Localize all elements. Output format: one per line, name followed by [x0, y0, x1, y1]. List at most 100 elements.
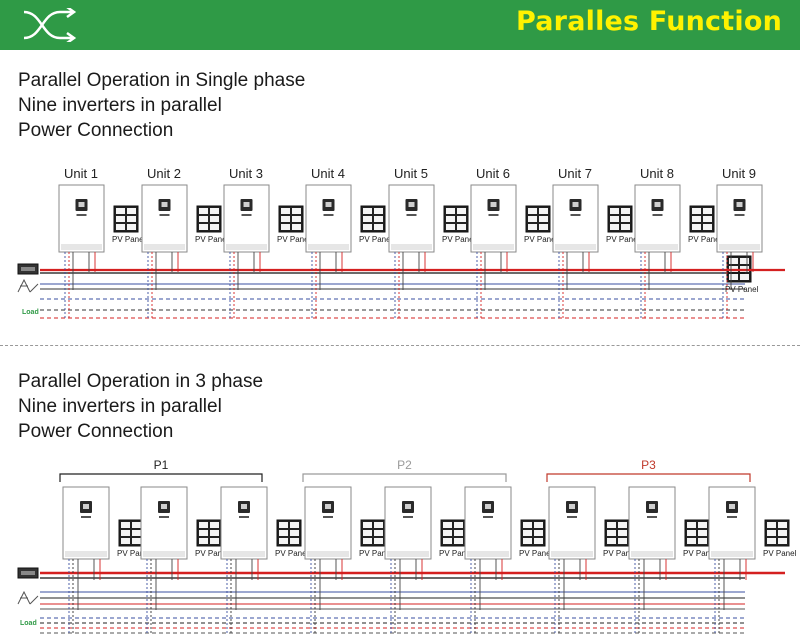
inverter-base — [143, 551, 185, 557]
pv-panel-icon — [520, 519, 546, 547]
inverter-base — [711, 551, 753, 557]
pv-panel-cell — [446, 208, 455, 214]
inverter-unit — [62, 486, 110, 560]
pv-panel-label: PV Panel — [112, 235, 146, 244]
inverter-body — [716, 184, 763, 253]
pv-panel-icon — [113, 205, 139, 233]
inverter-unit — [388, 184, 435, 253]
pv-panel-cell — [290, 522, 299, 528]
pv-panel-cell — [132, 530, 141, 536]
pv-panel-label: PV Panel — [275, 549, 309, 558]
pv-panel-cell — [292, 216, 301, 222]
pv-panel-cell — [279, 530, 288, 536]
pv-panel-cell — [618, 522, 627, 528]
pv-panel-cell — [523, 538, 532, 544]
inverter-buttons — [159, 516, 169, 518]
unit-label: Unit 9 — [722, 166, 756, 181]
pv-panel-cell — [692, 224, 701, 230]
phase-group-bracket — [59, 473, 263, 482]
inverter-unit — [223, 184, 270, 253]
inverter-base — [61, 244, 102, 250]
inverter-body — [470, 184, 517, 253]
pv-panel-cell — [607, 538, 616, 544]
pv-panel-icon — [118, 519, 144, 547]
pv-panel-cell — [523, 530, 532, 536]
pv-panel-cell — [374, 208, 383, 214]
pv-panel-cell — [116, 208, 125, 214]
phase-group-label: P2 — [397, 458, 412, 472]
inverter-unit — [552, 184, 599, 253]
inverter-buttons — [403, 516, 413, 518]
pv-panel-cell — [363, 538, 372, 544]
inverter-buttons — [323, 214, 334, 216]
inverter-unit — [304, 486, 352, 560]
inverter-body — [220, 486, 268, 560]
inverter-screen — [729, 504, 735, 509]
inverter-screen — [572, 202, 579, 207]
inverter-base — [223, 551, 265, 557]
single-phase-wiring-diagram: Unit 1 PV Panel Unit 2 PV Panel Unit 3 PV Pan… — [17, 166, 785, 320]
unit-label: Unit 3 — [229, 166, 263, 181]
pv-panel-label: PV Panel — [359, 549, 393, 558]
pv-panel-cell — [618, 538, 627, 544]
pv-panel-icon — [276, 519, 302, 547]
pv-panel-cell — [363, 224, 372, 230]
pv-panel-cell — [607, 522, 616, 528]
unit-label: Unit 2 — [147, 166, 181, 181]
pv-panel-cell — [446, 224, 455, 230]
inverter-buttons — [483, 516, 493, 518]
inverter-base — [473, 244, 514, 250]
pv-panel-cell — [363, 216, 372, 222]
pv-panel-cell — [610, 216, 619, 222]
pv-panel-label: PV Panel — [606, 235, 640, 244]
pv-panel-label: PV Panel — [688, 235, 722, 244]
pv-panel-cell — [698, 538, 707, 544]
inverter-screen — [83, 504, 89, 509]
inverter-unit — [141, 184, 188, 253]
pv-panel-label: PV Panel — [277, 235, 311, 244]
pv-panel-icon — [360, 519, 386, 547]
inverter-buttons — [159, 214, 170, 216]
pv-panel-cell — [607, 530, 616, 536]
inverter-unit — [634, 184, 681, 253]
pv-panel-cell — [279, 538, 288, 544]
inverter-body — [62, 486, 110, 560]
pv-panel-cell — [121, 530, 130, 536]
pv-panel-cell — [363, 530, 372, 536]
inverter-unit — [140, 486, 188, 560]
inverter-screen — [241, 504, 247, 509]
pv-panel-cell — [692, 216, 701, 222]
inverter-body — [708, 486, 756, 560]
pv-panel-cell — [523, 522, 532, 528]
inverter-buttons — [652, 214, 663, 216]
pv-panel-cell — [729, 258, 738, 264]
pv-panel-cell — [618, 530, 627, 536]
pv-panel-icon — [689, 205, 715, 233]
inverter-base — [631, 551, 673, 557]
inverter-body — [384, 486, 432, 560]
pv-panel-cell — [687, 530, 696, 536]
inverter-buttons — [567, 516, 577, 518]
pv-panel-cell — [210, 522, 219, 528]
pv-panel-cell — [454, 522, 463, 528]
inverter-body — [548, 486, 596, 560]
inverter-unit — [58, 184, 105, 253]
inverter-unit — [220, 486, 268, 560]
pv-panel-cell — [374, 538, 383, 544]
pv-panel-cell — [778, 538, 787, 544]
three-phase-subtitle: Nine inverters in parallel — [18, 396, 222, 417]
pv-panel-cell — [740, 258, 749, 264]
inverter-unit — [716, 184, 763, 253]
inverter-unit — [548, 486, 596, 560]
inverter-screen — [490, 202, 497, 207]
inverter-screen — [243, 202, 250, 207]
inverter-buttons — [323, 516, 333, 518]
three-phase-title: Parallel Operation in 3 phase — [18, 371, 264, 392]
pv-panel-cell — [363, 522, 372, 528]
section-divider — [0, 345, 800, 346]
grid-tower-shape — [17, 278, 39, 293]
phase-group-label: P1 — [154, 458, 169, 472]
inverter-base — [144, 244, 185, 250]
inverter-screen — [736, 202, 743, 207]
pv-panel-cell — [132, 522, 141, 528]
